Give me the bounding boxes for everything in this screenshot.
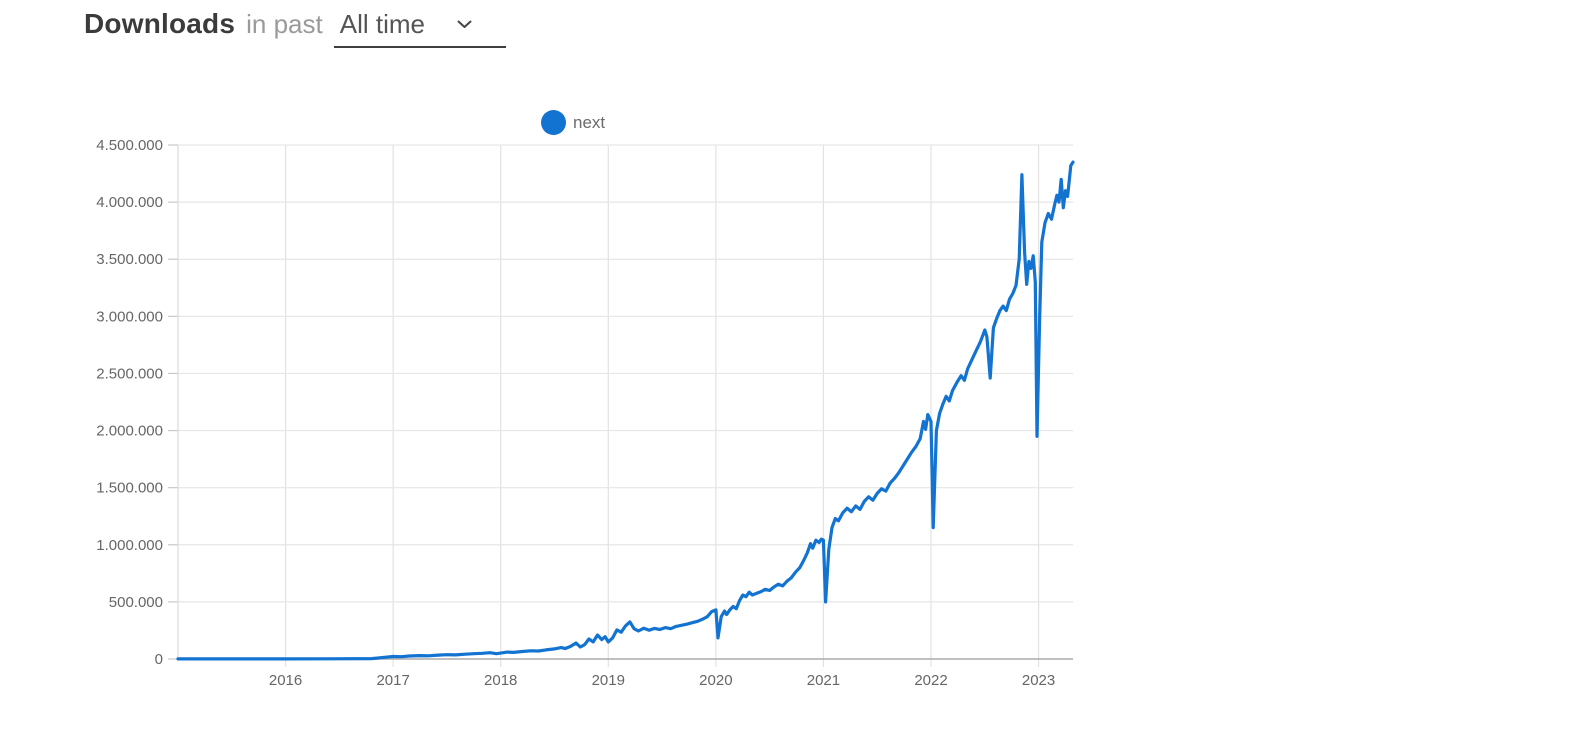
y-axis-label: 0 (155, 651, 163, 668)
page-header: Downloads in past All time (84, 8, 506, 48)
series-line-next (176, 160, 1075, 661)
x-axis-label: 2016 (269, 672, 302, 689)
x-axis-label: 2023 (1022, 672, 1055, 689)
chevron-down-icon (457, 16, 472, 34)
y-axis-label: 2.500.000 (96, 365, 163, 382)
x-axis-label: 2017 (376, 672, 409, 689)
y-axis-label: 4.500.000 (96, 137, 163, 154)
y-axis-label: 3.000.000 (96, 308, 163, 325)
y-axis-label: 1.500.000 (96, 480, 163, 497)
y-axis-label: 2.000.000 (96, 423, 163, 440)
y-axis-label: 500.000 (109, 594, 163, 611)
legend-item-next[interactable]: next (541, 110, 605, 135)
x-axis-label: 2018 (484, 672, 517, 689)
x-axis-label: 2022 (914, 672, 947, 689)
period-select[interactable]: All time (333, 9, 506, 48)
y-axis-label: 3.500.000 (96, 251, 163, 268)
legend-swatch-icon (541, 110, 566, 135)
y-axis-label: 1.000.000 (96, 537, 163, 554)
in-past-label: in past (246, 9, 323, 39)
period-select-value: All time (339, 9, 425, 39)
x-axis-label: 2021 (807, 672, 840, 689)
x-axis-label: 2020 (699, 672, 732, 689)
y-axis-label: 4.000.000 (96, 194, 163, 211)
x-axis-label: 2019 (592, 672, 625, 689)
page-title: Downloads (84, 8, 236, 39)
legend-label: next (573, 112, 606, 132)
